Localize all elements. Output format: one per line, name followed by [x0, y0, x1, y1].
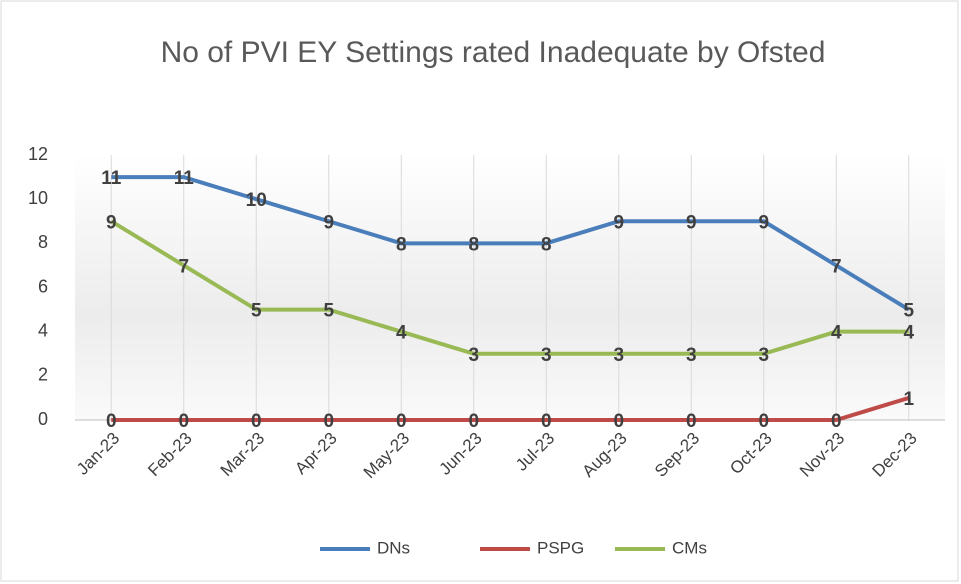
data-label: 5: [323, 301, 334, 322]
data-label: 3: [468, 345, 479, 366]
data-label: 0: [541, 411, 552, 432]
data-label: 9: [106, 212, 117, 233]
data-label: 8: [468, 234, 479, 255]
data-label: 3: [686, 345, 697, 366]
legend-label: CMs: [672, 538, 707, 557]
series-line: [110, 219, 909, 356]
data-label: 3: [758, 345, 769, 366]
y-tick-label: 12: [28, 144, 48, 164]
data-label: 0: [396, 411, 407, 432]
series-line: [111, 396, 910, 422]
data-label: 0: [831, 411, 842, 432]
data-label: 10: [246, 190, 267, 211]
data-label: 11: [174, 168, 195, 189]
data-label: 9: [758, 212, 769, 233]
data-label: 4: [903, 323, 914, 344]
plot-area: [75, 155, 945, 420]
data-label: 11: [101, 168, 122, 189]
legend-label: PSPG: [537, 538, 584, 557]
y-tick-label: 2: [38, 365, 48, 385]
data-label: 8: [541, 234, 552, 255]
y-tick-label: 6: [38, 276, 48, 296]
data-label: 5: [903, 301, 914, 322]
y-tick-label: 8: [38, 232, 48, 252]
data-label: 0: [686, 411, 697, 432]
data-label: 0: [758, 411, 769, 432]
legend-label: DNs: [377, 538, 410, 557]
y-tick-label: 0: [38, 409, 48, 429]
data-label: 5: [251, 301, 262, 322]
data-label: 0: [106, 411, 117, 432]
data-label: 4: [396, 323, 407, 344]
data-label: 0: [468, 411, 479, 432]
data-label: 0: [323, 411, 334, 432]
chart-title: No of PVI EY Settings rated Inadequate b…: [160, 36, 826, 69]
data-label: 0: [251, 411, 262, 432]
y-tick-label: 4: [38, 320, 48, 340]
data-label: 9: [613, 212, 624, 233]
y-tick-label: 10: [28, 188, 48, 208]
data-label: 1: [903, 389, 914, 410]
data-label: 3: [613, 345, 624, 366]
data-label: 7: [178, 256, 189, 277]
data-label: 9: [323, 212, 334, 233]
data-label: 3: [541, 345, 552, 366]
data-label: 9: [686, 212, 697, 233]
data-label: 4: [831, 323, 842, 344]
data-label: 0: [178, 411, 189, 432]
series-line: [111, 175, 910, 312]
data-label: 7: [831, 256, 842, 277]
data-label: 8: [396, 234, 407, 255]
data-label: 0: [613, 411, 624, 432]
